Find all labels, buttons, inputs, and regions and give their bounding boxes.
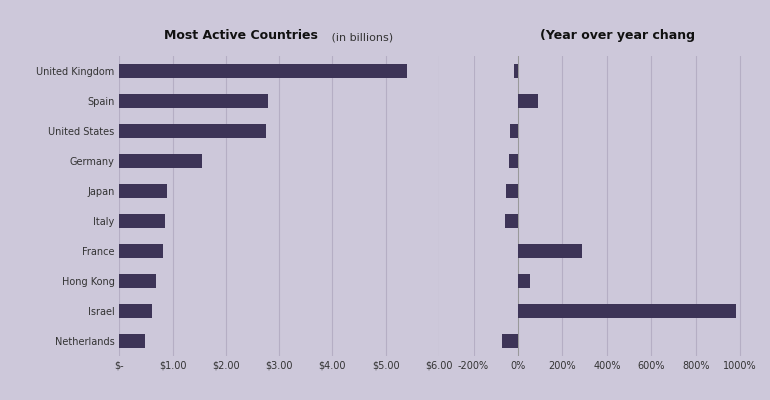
Bar — [509, 154, 518, 168]
Bar — [119, 94, 269, 108]
Bar — [119, 64, 407, 78]
Bar — [507, 184, 518, 198]
Bar — [518, 304, 735, 318]
Text: Most Active Countries: Most Active Countries — [164, 29, 318, 42]
Bar — [518, 94, 538, 108]
Bar — [514, 64, 518, 78]
Bar — [518, 274, 531, 288]
Bar — [119, 274, 156, 288]
Bar — [119, 244, 163, 258]
Text: (in billions): (in billions) — [327, 32, 393, 42]
Bar — [518, 244, 582, 258]
Bar — [505, 214, 518, 228]
Bar — [119, 184, 167, 198]
Bar — [119, 124, 266, 138]
Bar — [119, 304, 152, 318]
Bar — [119, 334, 145, 348]
Bar — [119, 154, 202, 168]
Bar — [119, 214, 165, 228]
Bar — [511, 124, 518, 138]
Text: (Year over year chang: (Year over year chang — [541, 29, 695, 42]
Bar — [503, 334, 518, 348]
